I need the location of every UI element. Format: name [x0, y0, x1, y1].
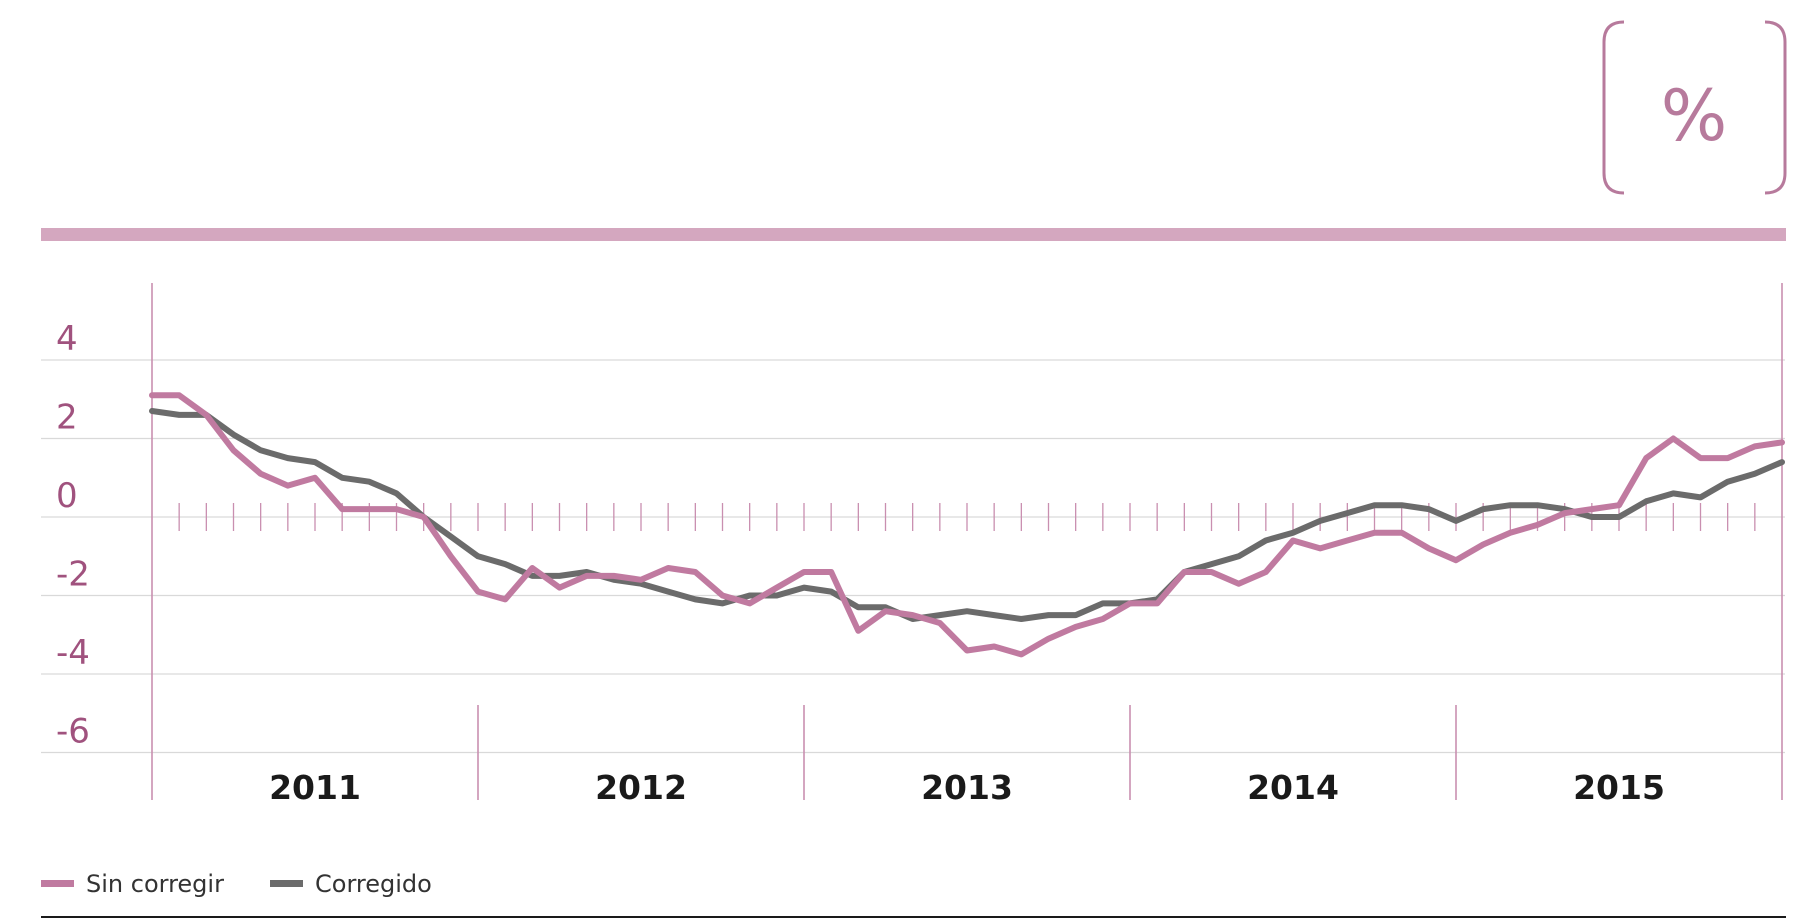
unit-label: % [1661, 75, 1728, 157]
x-year-label: 2012 [595, 768, 687, 807]
gridlines [41, 359, 1785, 754]
x-year-label: 2014 [1247, 768, 1339, 807]
unit-box-left-bracket [1602, 20, 1625, 195]
y-tick-label: -2 [56, 555, 90, 595]
x-year-label: 2013 [921, 768, 1013, 807]
unit-box: % [1602, 20, 1787, 195]
y-tick-label: 4 [56, 319, 78, 359]
legend-swatch-sin-corregir [41, 880, 74, 887]
legend: Sin corregir Corregido [41, 870, 432, 898]
x-year-label: 2011 [269, 768, 361, 807]
series-line-sin-corregir [149, 392, 1785, 658]
y-tick-label: -6 [56, 712, 90, 752]
unit-box-right-bracket [1764, 20, 1787, 195]
month-tick-marks [178, 503, 1756, 531]
y-tick-label: 2 [56, 398, 78, 438]
legend-swatch-corregido [270, 880, 303, 887]
y-tick-label: 0 [56, 476, 78, 516]
series-lines [149, 392, 1785, 658]
year-dividers [151, 283, 1783, 800]
legend-label-sin-corregir: Sin corregir [86, 870, 224, 898]
y-axis-tick-labels: 4 2 0 -2 -4 -6 [56, 319, 90, 752]
x-year-label: 2015 [1573, 768, 1665, 807]
bottom-rule [41, 916, 1786, 918]
x-axis-year-labels: 2011 2012 2013 2014 2015 [269, 768, 1665, 807]
legend-label-corregido: Corregido [315, 870, 432, 898]
header-accent-bar [41, 228, 1786, 241]
y-tick-label: -4 [56, 633, 90, 673]
